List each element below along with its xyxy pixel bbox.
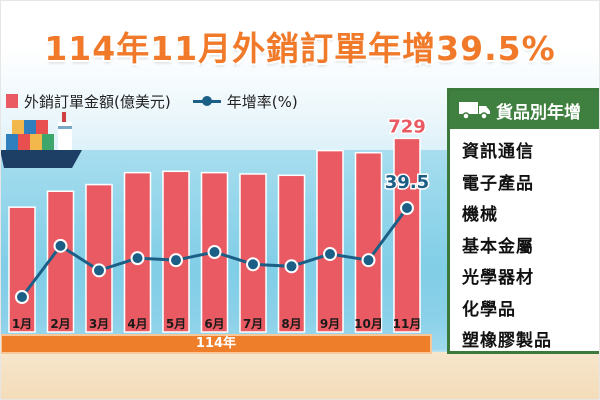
x-tick-label: 11月 [393, 317, 422, 331]
growth-point-5 [169, 253, 183, 268]
bar-data-label: 729 [388, 116, 426, 137]
panel-title: 貨品別年增 [496, 102, 581, 123]
legend-bar-swatch [6, 94, 18, 108]
year-label: 114年 [195, 336, 237, 351]
product-growth-panel: 貨品別年增 資訊通信 電子產品 機械 基本金屬 光學器材 化學品 塑橡膠製品 [447, 88, 600, 354]
product-item: 化學品 [462, 299, 516, 320]
growth-point-9 [323, 247, 337, 262]
product-item: 機械 [462, 205, 498, 225]
x-tick-label: 3月 [89, 317, 109, 331]
truck-icon [459, 102, 490, 120]
bar-3 [85, 183, 113, 333]
growth-point-10 [361, 253, 376, 268]
product-item: 基本金屬 [462, 236, 534, 257]
legend-line-dot [201, 95, 212, 106]
legend-line-swatch [192, 95, 221, 106]
x-tick-label: 1月 [12, 317, 32, 331]
page-title: 114年11月外銷訂單年增39.5% [44, 29, 556, 68]
growth-point-7 [246, 257, 260, 272]
legend-bar-label: 外銷訂單金額(億美元) [24, 92, 171, 111]
product-item: 光學器材 [462, 268, 534, 288]
chart-legend: 外銷訂單金額(億美元) 年增率(%) [6, 90, 298, 112]
ship-icon [0, 112, 82, 168]
growth-point-6 [207, 244, 222, 259]
growth-point-1 [15, 290, 29, 304]
product-list: 資訊通信 電子產品 機械 基本金屬 光學器材 化學品 塑橡膠製品 [462, 137, 552, 358]
product-item: 資訊通信 [462, 142, 534, 162]
legend-line-label: 年增率(%) [226, 92, 298, 111]
bar-2 [46, 190, 75, 333]
growth-point-8 [284, 259, 299, 274]
bar-11 [393, 137, 421, 333]
growth-point-4 [130, 251, 145, 266]
x-tick-label: 9月 [320, 317, 340, 331]
x-tick-label: 6月 [204, 317, 224, 331]
year-bar: 114年 [0, 334, 432, 354]
x-tick-label: 8月 [281, 317, 301, 331]
x-tick-label: 10月 [354, 317, 383, 331]
bar-1 [8, 206, 36, 333]
sand-strip [0, 352, 600, 400]
growth-point-3 [92, 263, 106, 278]
growth-point-11 [400, 201, 414, 215]
x-tick-label: 2月 [50, 317, 70, 331]
x-tick-label: 7月 [243, 317, 263, 331]
x-tick-label: 5月 [166, 317, 186, 331]
bar-10 [354, 151, 383, 333]
product-item: 電子產品 [462, 173, 534, 194]
growth-data-label: 39.5 [385, 172, 429, 193]
bar-5 [162, 170, 190, 333]
growth-point-2 [53, 238, 68, 253]
bar-7 [239, 173, 267, 333]
panel-header: 貨品別年增 [450, 91, 600, 129]
x-tick-label: 4月 [127, 317, 147, 331]
product-item: 塑橡膠製品 [462, 331, 552, 351]
bar-9 [316, 149, 344, 333]
bar-8 [277, 174, 306, 333]
